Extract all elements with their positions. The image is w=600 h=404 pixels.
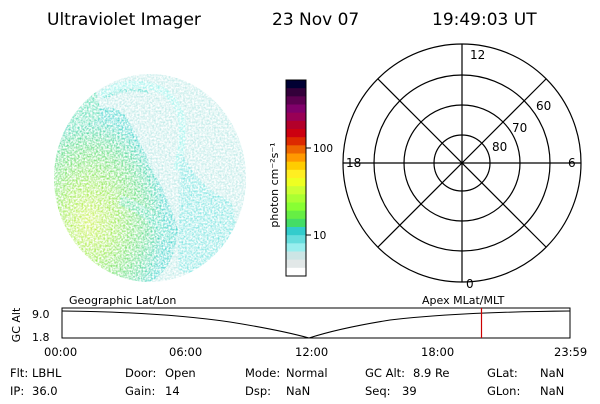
colorbar-swatch	[286, 210, 306, 220]
altitude-curve	[61, 310, 571, 339]
mlt-label-6: 6	[568, 156, 576, 170]
geographic-label: Geographic Lat/Lon	[69, 294, 176, 307]
observation-date: 23 Nov 07	[272, 10, 359, 30]
colorbar-unit-label: photon cm⁻²s⁻¹	[268, 142, 281, 227]
ip-label: IP:	[10, 384, 24, 398]
status-row-2: IP: 36.0 Gain: 14 Dsp: NaN Seq: 39 GLon:…	[10, 384, 564, 398]
colorbar-tick-10: 10	[313, 230, 326, 242]
status-row-1: Flt: LBHL Door: Open Mode: Normal GC Alt…	[10, 366, 564, 380]
flt-value: LBHL	[32, 366, 62, 380]
lat-label-70: 70	[512, 121, 527, 135]
colorbar-swatch	[286, 104, 306, 114]
ip-value: 36.0	[32, 384, 58, 398]
colorbar-swatch	[286, 218, 306, 228]
gc-alt-axis-label: GC Alt	[10, 307, 23, 342]
polar-grid	[342, 43, 582, 283]
gain-value: 14	[165, 384, 180, 398]
glat-value: NaN	[540, 366, 564, 380]
dsp-label: Dsp:	[245, 384, 271, 398]
colorbar-swatch	[286, 169, 306, 179]
colorbar-swatch	[286, 129, 306, 138]
colorbar-swatch	[286, 186, 306, 195]
x-tick-1800: 18:00	[421, 345, 454, 359]
colorbar-swatch	[286, 96, 306, 105]
colorbar-tick-100: 100	[313, 143, 333, 155]
colorbar-swatch	[286, 267, 306, 277]
altitude-timeline: Geographic Lat/Lon Apex MLat/MLT GC Alt …	[10, 294, 587, 359]
seq-label: Seq:	[365, 384, 391, 398]
lat-label-80: 80	[492, 140, 507, 154]
colorbar-swatch	[286, 194, 306, 203]
colorbar-swatch	[286, 178, 306, 187]
y-tick-low: 1.8	[32, 331, 50, 344]
colorbar-frame	[285, 79, 307, 277]
colorbar-swatch	[286, 80, 306, 89]
mlt-label-0: 0	[466, 277, 474, 291]
x-tick-0600: 06:00	[169, 345, 202, 359]
door-value: Open	[165, 366, 196, 380]
glat-label: GLat:	[487, 366, 518, 380]
status-panel: Flt: LBHL Door: Open Mode: Normal GC Alt…	[10, 366, 564, 398]
x-tick-0000: 00:00	[44, 345, 77, 359]
colorbar-swatch	[286, 235, 306, 244]
colorbar-swatch	[286, 88, 306, 97]
polar-diagonal-2	[377, 78, 547, 248]
colorbar-swatch	[286, 227, 306, 236]
mlt-label-18: 18	[346, 156, 361, 170]
dsp-value: NaN	[286, 384, 310, 398]
colorbar-swatch	[286, 243, 306, 252]
colorbar-swatch	[286, 161, 306, 171]
flt-label: Flt:	[10, 366, 28, 380]
app-title: Ultraviolet Imager	[47, 10, 201, 30]
y-tick-high: 9.0	[32, 308, 50, 321]
colorbar-swatch	[286, 259, 306, 269]
mode-label: Mode:	[245, 366, 280, 380]
x-tick-2359: 23:59	[554, 345, 587, 359]
colorbar-swatch	[286, 251, 306, 261]
x-tick-1200: 12:00	[295, 345, 328, 359]
lat-label-60: 60	[536, 99, 551, 113]
gain-label: Gain:	[125, 384, 155, 398]
door-label: Door:	[125, 366, 156, 380]
seq-value: 39	[402, 384, 417, 398]
observation-time: 19:49:03 UT	[432, 10, 537, 30]
apex-label: Apex MLat/MLT	[422, 294, 505, 307]
colorbar: 100 10 photon cm⁻²s⁻¹	[268, 79, 333, 277]
colorbar-swatch	[286, 202, 306, 212]
colorbar-swatch	[286, 137, 306, 146]
mode-value: Normal	[286, 366, 328, 380]
gc-alt-label: GC Alt:	[365, 366, 405, 380]
gc-alt-value: 8.9 Re	[413, 366, 450, 380]
colorbar-swatch	[286, 145, 306, 154]
glon-value: NaN	[540, 384, 564, 398]
auroral-image	[54, 74, 246, 282]
colorbar-swatch	[286, 120, 306, 130]
glon-label: GLon:	[487, 384, 520, 398]
colorbar-swatch	[286, 153, 306, 163]
colorbar-swatch	[286, 112, 306, 122]
mlt-label-12: 12	[470, 48, 485, 62]
